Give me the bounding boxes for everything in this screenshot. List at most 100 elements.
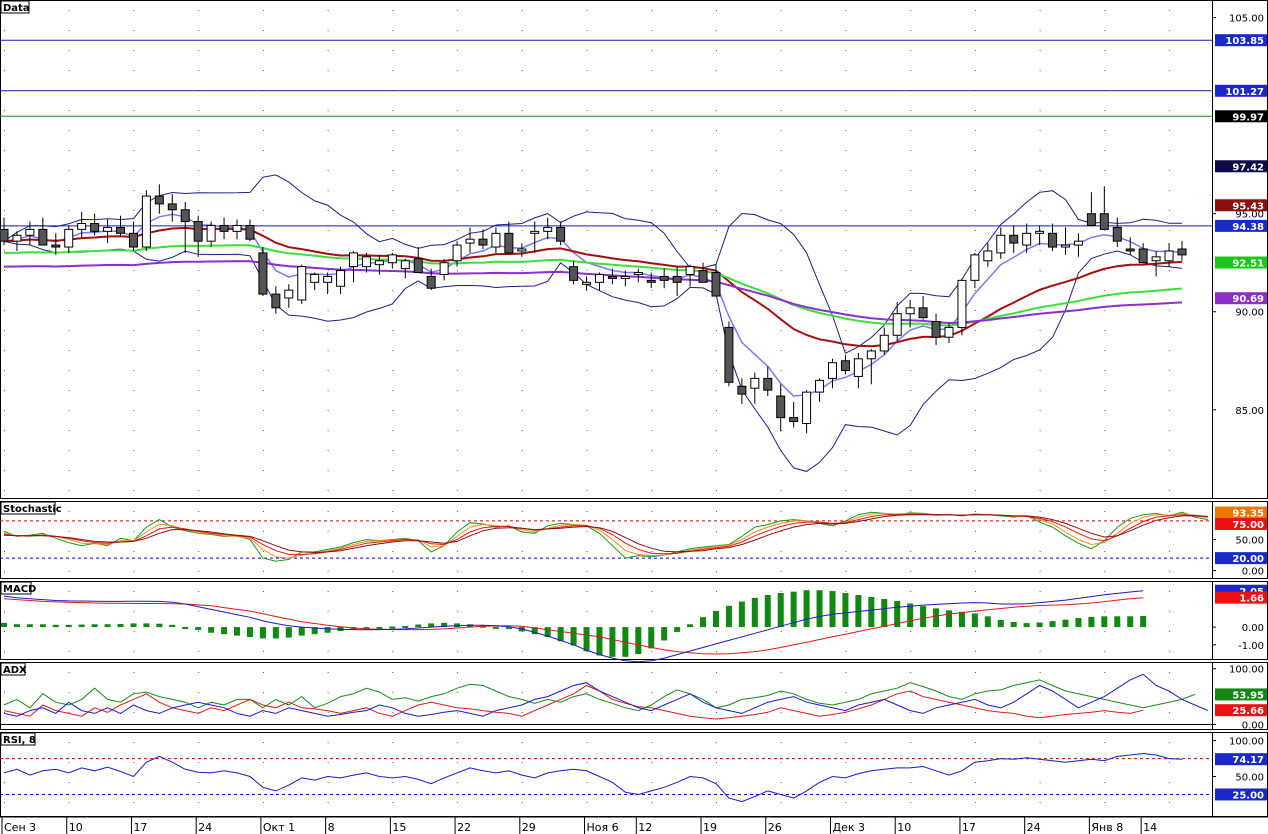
grid-dot: [780, 50, 782, 51]
candle: [349, 250, 359, 283]
candle-body: [193, 221, 203, 242]
macd-histogram-bar: [298, 627, 305, 636]
grid-dot: [586, 742, 588, 743]
grid-dot: [457, 290, 459, 291]
panel-label-box: [0, 581, 32, 595]
macd-histogram-bar: [1114, 616, 1121, 628]
macd-histogram-bar: [596, 627, 603, 656]
grid-dot: [521, 130, 523, 131]
grid-dot: [651, 70, 653, 71]
time-axis-label: 10: [69, 821, 83, 834]
grid-dot: [4, 50, 5, 51]
grid-dot: [780, 310, 782, 311]
time-axis-label: 12: [638, 821, 652, 834]
grid-dot: [133, 130, 135, 131]
grid-dot: [1039, 50, 1041, 51]
candle-body: [12, 234, 22, 242]
grid-dot: [974, 230, 976, 231]
grid-dot: [1039, 10, 1041, 11]
macd-histogram-bar: [1010, 621, 1017, 628]
grid-dot: [780, 350, 782, 351]
grid-dot: [198, 631, 200, 632]
grid-dot: [4, 170, 5, 171]
candle-body: [387, 254, 397, 264]
grid-dot: [457, 611, 459, 612]
grid-dot: [910, 70, 912, 71]
grid-dot: [715, 802, 717, 803]
candle: [646, 272, 656, 289]
grid-dot: [1169, 692, 1171, 693]
panel-label-box: [0, 0, 30, 14]
grid-dot: [68, 490, 70, 491]
candle-body: [374, 260, 384, 266]
adx-grid: [4, 672, 1171, 713]
candle-body: [232, 224, 242, 232]
grid-dot: [974, 150, 976, 151]
grid-dot: [780, 210, 782, 211]
macd-histogram-bar: [311, 627, 318, 635]
macd-histogram-bar: [78, 624, 85, 628]
candle-body: [866, 350, 876, 360]
candle: [1164, 243, 1174, 267]
macd-histogram-bar: [1023, 623, 1030, 628]
candle-body: [750, 377, 760, 389]
grid-dot: [910, 470, 912, 471]
grid-dot: [521, 150, 523, 151]
candle: [1125, 237, 1135, 255]
grid-dot: [651, 290, 653, 291]
badge-background: [1215, 256, 1267, 269]
badge-label: 74.17: [1232, 755, 1264, 766]
grid-dot: [457, 150, 459, 151]
grid-dot: [1169, 290, 1171, 291]
grid-dot: [133, 511, 135, 512]
grid-dot: [262, 50, 264, 51]
grid-dot: [521, 571, 523, 572]
grid-dot: [68, 410, 70, 411]
candle: [983, 243, 993, 267]
grid-dot: [845, 30, 847, 31]
grid-dot: [4, 70, 5, 71]
grid-dot: [910, 742, 912, 743]
macd-histogram-bar: [738, 601, 745, 628]
grid-dot: [780, 30, 782, 31]
grid-dot: [262, 470, 264, 471]
grid-dot: [780, 551, 782, 552]
candle: [1035, 225, 1045, 246]
candle: [543, 217, 553, 240]
candle-body: [879, 334, 889, 352]
grid-dot: [974, 30, 976, 31]
candle: [245, 219, 255, 242]
grid-dot: [392, 50, 394, 51]
grid-dot: [1169, 330, 1171, 331]
grid-dot: [392, 611, 394, 612]
grid-dot: [845, 651, 847, 652]
candle-body: [763, 377, 773, 391]
macd-histogram-bar: [842, 593, 849, 628]
grid-dot: [327, 350, 329, 351]
stochastic-grid: [4, 511, 1171, 572]
grid-dot: [68, 712, 70, 713]
panel-label-box: [0, 662, 26, 676]
macd-histogram-bar: [790, 591, 797, 628]
candle-body: [245, 224, 255, 240]
grid-dot: [586, 672, 588, 673]
grid-dot: [262, 782, 264, 783]
adx-plus-di-line: [3, 673, 1209, 717]
macd-histogram-bar: [971, 613, 978, 628]
grid-dot: [262, 190, 264, 191]
grid-dot: [586, 571, 588, 572]
grid-dot: [715, 250, 717, 251]
candle-body: [349, 252, 359, 268]
grid-dot: [327, 511, 329, 512]
macd-histogram-bar: [221, 627, 228, 635]
macd-histogram-bar: [492, 626, 499, 629]
candle: [763, 366, 773, 397]
grid-dot: [4, 651, 5, 652]
grid-dot: [1039, 410, 1041, 411]
grid-dot: [1169, 210, 1171, 211]
candle: [374, 254, 384, 275]
grid-dot: [910, 210, 912, 211]
grid-dot: [780, 470, 782, 471]
candle: [310, 272, 320, 291]
candle-body: [633, 272, 643, 275]
